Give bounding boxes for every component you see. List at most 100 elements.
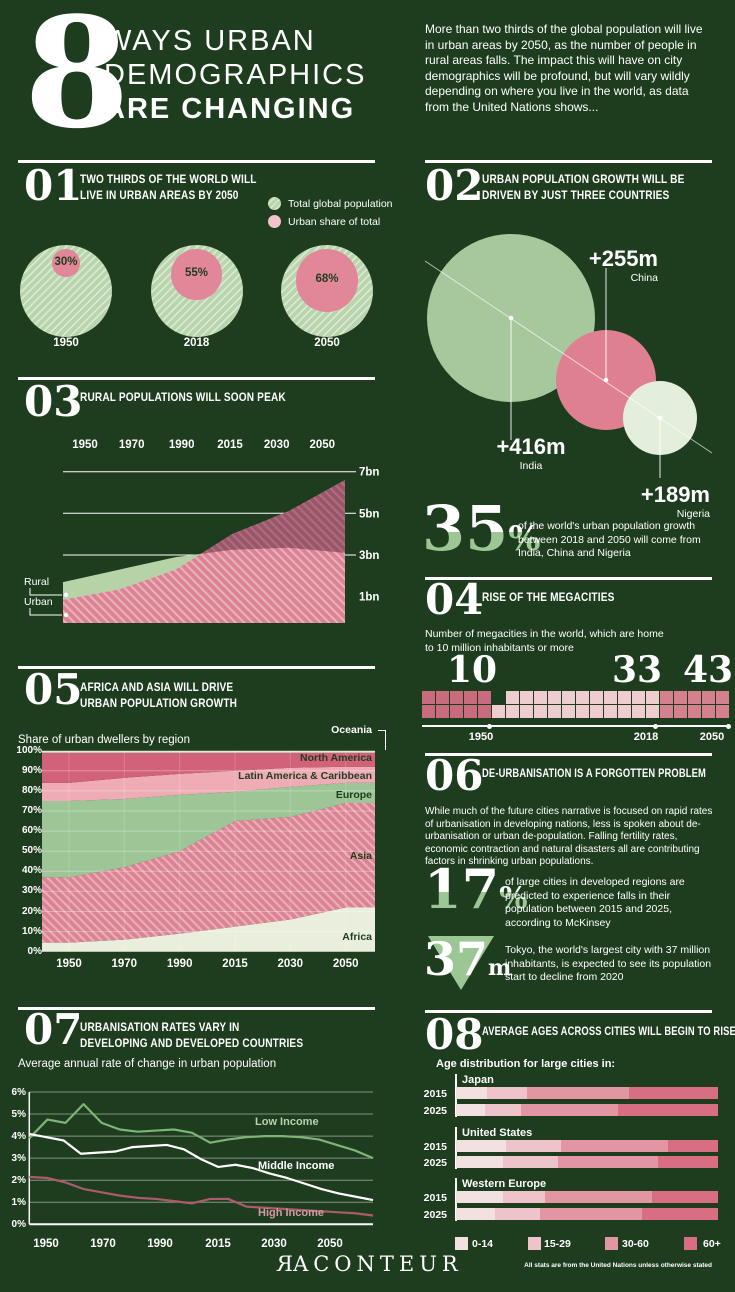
megacity-square bbox=[450, 691, 463, 704]
megacities-2018-count: 33 bbox=[611, 649, 663, 691]
megacity-square bbox=[674, 691, 687, 704]
region-label: Asia bbox=[349, 850, 372, 862]
megacity-square bbox=[562, 705, 575, 718]
bar-year-label: 2025 bbox=[423, 1209, 447, 1221]
china-growth-value: +255m bbox=[588, 246, 658, 271]
megacity-square bbox=[702, 691, 715, 704]
urban-share-swatch bbox=[268, 215, 281, 228]
x-tick-label: 1950 bbox=[56, 958, 82, 970]
megacity-square bbox=[520, 705, 533, 718]
region-label: Africa bbox=[342, 931, 372, 943]
header-title: WAYS URBAN DEMOGRAPHICS ARE CHANGING bbox=[104, 24, 366, 126]
header-title-line3: ARE CHANGING bbox=[104, 93, 356, 125]
x-tick-label: 1990 bbox=[147, 1238, 173, 1250]
y-tick-label: 30% bbox=[21, 885, 42, 897]
megacity-square bbox=[450, 705, 463, 718]
section-01-number: 01 bbox=[24, 161, 83, 210]
y-tick-label: 0% bbox=[27, 945, 42, 957]
megacity-year-label: 1950 bbox=[468, 731, 494, 743]
age-bar-segment bbox=[487, 1087, 527, 1099]
urban-series-label: Urban bbox=[24, 596, 53, 608]
age-bar-segment bbox=[521, 1104, 619, 1116]
y-tick-label: 40% bbox=[21, 865, 42, 877]
age-bar-segment bbox=[652, 1191, 718, 1203]
y-tick-label: 90% bbox=[21, 764, 42, 776]
divider bbox=[425, 577, 712, 580]
megacity-square bbox=[576, 705, 589, 718]
region-label: North America bbox=[300, 752, 372, 764]
x-tick-label: 2030 bbox=[261, 1238, 287, 1250]
divider bbox=[18, 160, 375, 163]
section-08-title: AVERAGE AGES ACROSS CITIES WILL BEGIN TO… bbox=[482, 1024, 735, 1038]
age-legend-swatch bbox=[684, 1237, 697, 1250]
section-03-number: 03 bbox=[24, 377, 83, 426]
age-legend-label: 30-60 bbox=[622, 1238, 649, 1250]
y-tick-label: 50% bbox=[21, 845, 42, 857]
y-tick-label: 100% bbox=[16, 744, 42, 756]
age-bar-segment bbox=[456, 1087, 488, 1099]
section-01-title: TWO THIRDS OF THE WORLD WILL LIVE IN URB… bbox=[80, 172, 257, 202]
x-tick-label: 2050 bbox=[332, 958, 359, 970]
megacity-square bbox=[604, 691, 617, 704]
stat-17pct-text: of large cities in developed regions are… bbox=[505, 876, 685, 929]
divider bbox=[425, 160, 712, 163]
section-06-title: DE-URBANISATION IS A FORGOTTEN PROBLEM bbox=[482, 766, 706, 780]
age-bar-segment bbox=[505, 1140, 561, 1152]
age-legend-swatch bbox=[455, 1237, 468, 1250]
megacity-square bbox=[464, 705, 477, 718]
megacity-square bbox=[506, 705, 519, 718]
age-bar-segment bbox=[456, 1208, 496, 1220]
bar-year-label: 2025 bbox=[423, 1157, 447, 1169]
section-06-number: 06 bbox=[425, 751, 484, 800]
svg-text:1970: 1970 bbox=[119, 439, 145, 451]
section-05-title: AFRICA AND ASIA WILL DRIVE URBAN POPULAT… bbox=[80, 680, 238, 710]
rates-chart bbox=[28, 1091, 374, 1226]
megacity-square bbox=[436, 691, 449, 704]
legend-label: Total global population bbox=[288, 197, 393, 210]
bar-year-label: 2015 bbox=[423, 1088, 447, 1100]
y-tick-label: 1% bbox=[11, 1197, 26, 1209]
group-country-label: Japan bbox=[462, 1074, 494, 1086]
svg-text:5bn: 5bn bbox=[359, 508, 379, 520]
age-legend-label: 60+ bbox=[703, 1238, 721, 1250]
region-label: Latin America & Caribbean bbox=[238, 770, 372, 782]
x-tick-label: 1970 bbox=[111, 958, 138, 970]
footer-disclaimer: All stats are from the United Nations un… bbox=[524, 1262, 712, 1269]
section-08-subtitle: Age distribution for large cities in: bbox=[436, 1058, 616, 1070]
megacity-axis-dot bbox=[725, 723, 731, 729]
age-bar bbox=[456, 1104, 718, 1116]
age-legend-label: 15-29 bbox=[544, 1238, 571, 1250]
svg-text:2050: 2050 bbox=[310, 439, 336, 451]
megacity-square bbox=[422, 705, 435, 718]
megacity-square bbox=[604, 705, 617, 718]
megacity-square bbox=[702, 705, 715, 718]
stat-35pct-text: of the world's urban population growth b… bbox=[518, 520, 701, 559]
megacity-square bbox=[520, 691, 533, 704]
age-bar-segment bbox=[628, 1087, 718, 1099]
nigeria-growth-value: +189m bbox=[640, 482, 710, 507]
divider bbox=[425, 1010, 712, 1013]
section-04-title: RISE OF THE MEGACITIES bbox=[482, 590, 615, 604]
age-bar bbox=[456, 1191, 718, 1203]
megacity-square bbox=[464, 691, 477, 704]
pie-urban-pct: 55% bbox=[184, 267, 209, 280]
intro-text: More than two thirds of the global popul… bbox=[425, 22, 703, 114]
svg-text:1bn: 1bn bbox=[359, 592, 379, 604]
svg-text:7bn: 7bn bbox=[359, 467, 379, 479]
pie-year-label: 2018 bbox=[183, 337, 210, 349]
pie-urban-pct: 68% bbox=[315, 273, 339, 286]
pie-year-label: 1950 bbox=[53, 337, 79, 349]
bar-year-label: 2015 bbox=[423, 1141, 447, 1153]
svg-text:1950: 1950 bbox=[72, 439, 98, 451]
megacity-square bbox=[590, 691, 603, 704]
age-bar-segment bbox=[545, 1191, 653, 1203]
y-tick-label: 0% bbox=[11, 1219, 26, 1231]
age-bar-segment bbox=[503, 1156, 559, 1168]
age-legend-swatch bbox=[528, 1237, 541, 1250]
section-07-title: URBANISATION RATES VARY IN DEVELOPING AN… bbox=[80, 1020, 304, 1050]
megacity-square bbox=[660, 691, 673, 704]
pie-legend: Total global population Urban share of t… bbox=[268, 197, 393, 228]
megacities-1950-count: 10 bbox=[446, 649, 498, 691]
